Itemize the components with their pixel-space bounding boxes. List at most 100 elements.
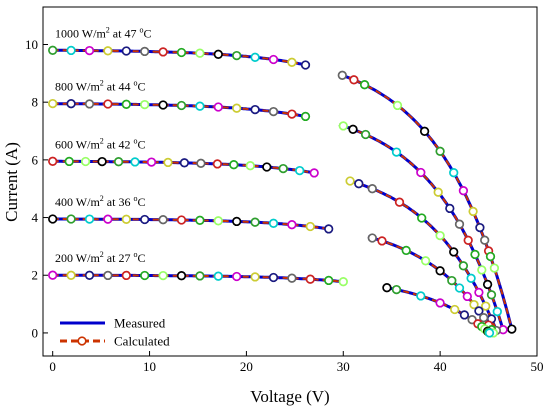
y-tick-label-4: 8: [32, 95, 39, 110]
annotation-suffix: at 36: [104, 195, 134, 209]
calculated-point-4-2: [84, 270, 95, 280]
series-4: 200 W/m2 at 27 oC: [48, 250, 495, 338]
calculated-point-4-9: [213, 271, 223, 281]
calculated-point-2-7: [163, 157, 173, 168]
annotation-deg: o: [133, 79, 137, 88]
calculated-point-0-5: [140, 46, 150, 57]
calculated-point-1-21: [445, 203, 455, 214]
calculated-point-2-9: [196, 158, 206, 168]
calculated-point-0-10: [232, 50, 242, 61]
calculated-point-1-5: [140, 99, 150, 110]
annotation-exp: 2: [100, 250, 104, 259]
calculated-point-2-26: [474, 287, 484, 298]
calculated-point-2-18: [354, 179, 364, 189]
annotation-deg: o: [133, 136, 137, 145]
calculated-point-0-21: [449, 168, 459, 178]
calculated-point-0-24: [475, 222, 485, 233]
annotation-unit: C: [137, 195, 145, 209]
calculated-point-4-14: [305, 274, 315, 284]
calculated-point-4-8: [195, 271, 205, 281]
measured-line-4-1: [383, 285, 491, 335]
annotation-exp: 2: [100, 194, 104, 203]
calculated-line-0-1: [339, 73, 514, 334]
annotation-exp: 2: [106, 25, 110, 34]
calculated-point-1-17: [360, 129, 371, 140]
calculated-point-3-24: [469, 299, 479, 310]
calculated-point-0-17: [359, 80, 370, 90]
measured-line-0-1: [338, 72, 515, 334]
annotation-exp: 2: [100, 79, 104, 88]
annotation-unit: C: [137, 251, 145, 265]
calculated-point-2-24: [458, 261, 469, 271]
calculated-point-3-25: [474, 306, 484, 316]
calculated-point-0-28: [489, 263, 500, 273]
series-annotation-3: 400 W/m2 at 36 oC: [55, 194, 145, 209]
calculated-point-1-13: [287, 109, 297, 119]
calculated-point-1-28: [492, 306, 502, 317]
calculated-point-1-8: [195, 101, 205, 111]
calculated-point-0-29: [507, 324, 517, 334]
annotation-unit: C: [137, 137, 145, 151]
calculated-point-0-13: [287, 57, 297, 67]
calculated-point-0-0: [48, 45, 58, 55]
calculated-point-1-12: [268, 106, 279, 117]
annotation-prefix: 800 W/m: [55, 80, 100, 94]
annotation-unit: C: [143, 26, 151, 40]
calculated-point-0-22: [458, 186, 469, 196]
calculated-point-3-15: [324, 224, 334, 234]
calculated-point-4-19: [416, 291, 426, 301]
calculated-point-4-20: [435, 298, 445, 308]
calculated-point-3-2: [84, 214, 95, 224]
calculated-point-1-4: [121, 99, 131, 109]
calculated-point-2-17: [345, 176, 355, 186]
calculated-point-2-8: [179, 158, 190, 168]
calculated-point-3-7: [176, 215, 187, 225]
calculated-point-1-23: [463, 235, 473, 245]
calculated-point-4-6: [158, 270, 168, 281]
calculated-point-2-10: [212, 159, 223, 169]
calculated-point-2-2: [80, 156, 91, 167]
annotation-suffix: at 44: [104, 80, 134, 94]
annotation-suffix: at 42: [104, 137, 134, 151]
annotation-suffix: at 27: [104, 251, 134, 265]
calculated-point-2-4: [113, 157, 124, 167]
calculated-point-3-20: [435, 266, 445, 276]
calculated-point-3-16: [367, 233, 377, 243]
calculated-point-1-2: [84, 99, 95, 109]
y-tick-label-2: 4: [32, 210, 39, 225]
annotation-prefix: 200 W/m: [55, 251, 100, 265]
calculated-point-0-8: [195, 48, 205, 58]
axis-ticks: 0 10 20 30 40 50 0 2 4 6 8 10: [25, 37, 544, 374]
calculated-point-0-1: [66, 45, 76, 56]
calculated-point-3-11: [250, 217, 260, 227]
calculated-point-0-23: [468, 206, 478, 217]
calculated-line-4-0: [52, 274, 347, 284]
calculated-point-0-9: [213, 49, 223, 59]
y-tick-label-5: 10: [25, 37, 38, 52]
series-3: 400 W/m2 at 36 oC: [48, 194, 499, 338]
calculated-point-4-16: [338, 277, 348, 287]
x-tick-label-1: 10: [143, 359, 156, 374]
series-1: 800 W/m2 at 44 oC: [48, 79, 508, 335]
calculated-point-4-13: [287, 273, 297, 283]
calculated-point-3-3: [103, 214, 113, 224]
calculated-point-2-13: [262, 162, 272, 172]
annotation-deg: o: [133, 194, 137, 203]
calculated-point-1-19: [416, 167, 426, 178]
calculated-point-1-0: [48, 98, 58, 109]
y-tick-label-3: 6: [32, 152, 39, 167]
calculated-point-0-12: [268, 54, 279, 65]
y-tick-label-0: 0: [32, 325, 39, 340]
x-tick-label-0: 0: [49, 359, 56, 374]
calculated-point-1-3: [103, 99, 113, 109]
calculated-point-4-29: [484, 328, 495, 338]
calculated-point-2-11: [229, 160, 239, 170]
x-tick-label-3: 30: [337, 359, 350, 374]
calculated-point-4-4: [121, 270, 131, 281]
calculated-point-4-21: [450, 304, 460, 315]
calculated-point-4-7: [176, 271, 187, 281]
annotation-unit: C: [137, 80, 145, 94]
calculated-point-3-23: [462, 291, 472, 302]
